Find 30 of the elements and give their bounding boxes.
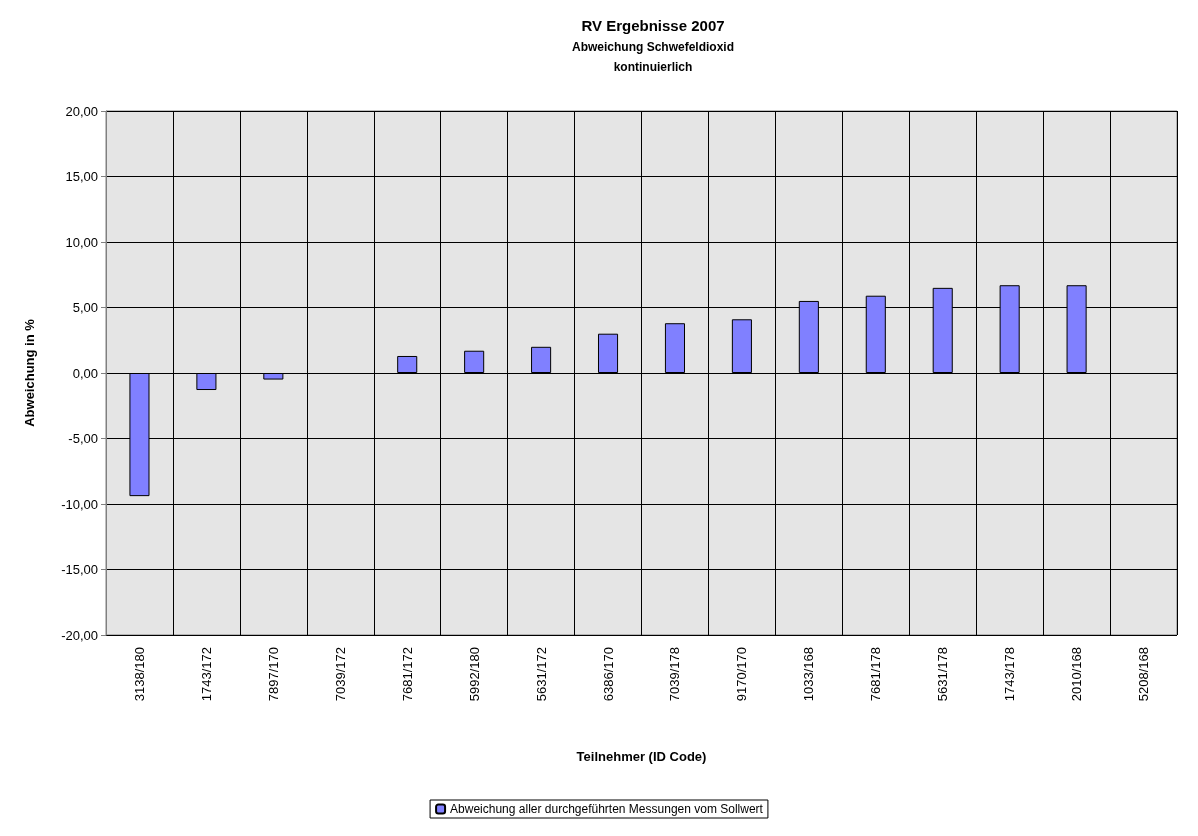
- x-tick-label: 9170/170: [734, 647, 750, 702]
- y-tick-label: 15,00: [65, 169, 98, 184]
- x-tick-label: 2010/168: [1069, 647, 1085, 702]
- chart-title: RV Ergebnisse 2007: [581, 17, 725, 34]
- y-tick-label: 0,00: [72, 365, 98, 381]
- x-tick-label: 5208/168: [1136, 647, 1152, 702]
- x-tick-label: 5631/178: [935, 647, 951, 702]
- x-tick-label: 1743/178: [1002, 647, 1018, 702]
- y-tick-label: -15,00: [61, 562, 98, 577]
- x-tick-label: 5992/180: [466, 647, 482, 702]
- x-tick-label: 7681/178: [868, 647, 884, 702]
- y-tick-label: -20,00: [61, 627, 98, 643]
- x-axis-title: Teilnehmer (ID Code): [576, 749, 707, 764]
- x-tick-label: 7897/170: [265, 647, 281, 702]
- x-tick-label: 7039/178: [667, 647, 683, 702]
- chart-subtitle: Abweichung Schwefeldioxid kontinuierlich: [571, 40, 735, 74]
- x-tick-label: 7681/172: [399, 647, 415, 702]
- y-tick-label: 5,00: [72, 300, 98, 315]
- y-tick-label: -10,00: [61, 496, 98, 512]
- y-tick-label: 10,00: [65, 234, 98, 250]
- x-tick-label: 1743/172: [198, 647, 214, 702]
- y-axis-title: Abweichung in %: [22, 318, 37, 427]
- y-tick-label: 20,00: [65, 103, 98, 119]
- x-tick-label: 7039/172: [332, 647, 348, 702]
- x-tick-label: 6386/170: [600, 647, 616, 702]
- x-tick-label: 3138/180: [131, 647, 147, 702]
- legend-label: Abweichung aller durchgeführten Messungen vom Sollwert: [450, 802, 764, 816]
- y-tick-label: -5,00: [68, 431, 98, 446]
- x-tick-label: 5631/172: [533, 647, 549, 702]
- x-tick-label: 1033/168: [801, 647, 817, 702]
